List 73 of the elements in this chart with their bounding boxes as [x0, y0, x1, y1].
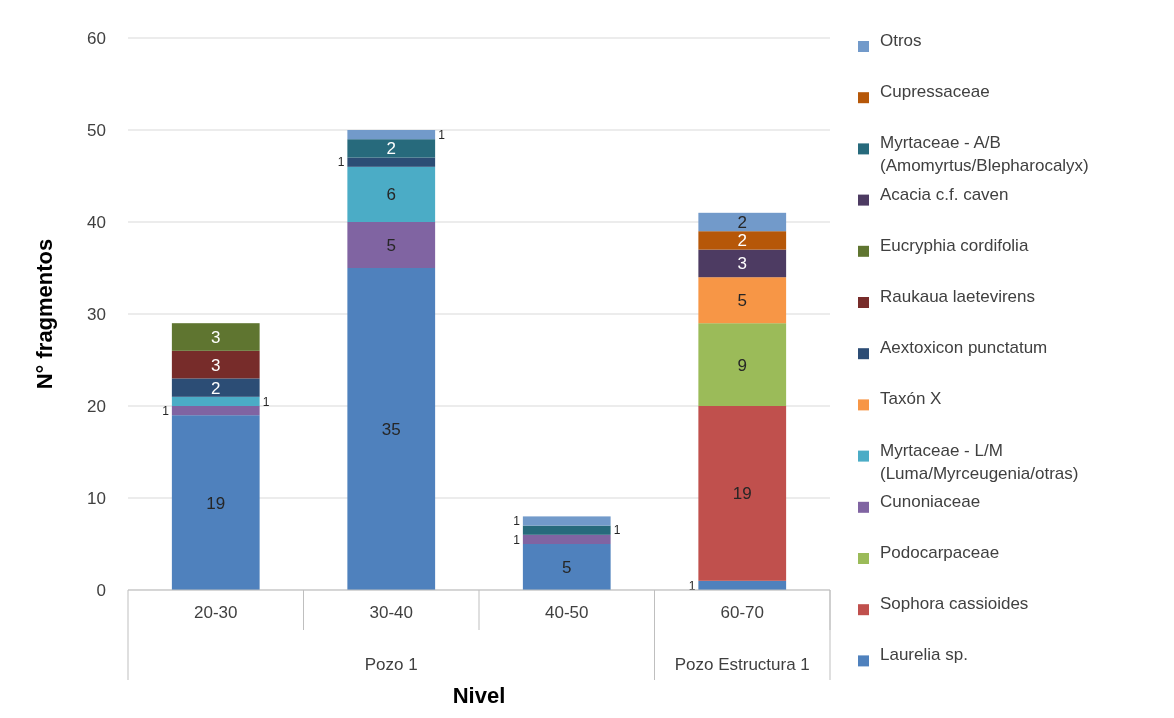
bar [171, 378, 260, 397]
legend-label: Raukaua laetevirens [880, 287, 1035, 306]
data-label: 35 [381, 419, 401, 439]
legend-label: Acacia c.f. caven [880, 184, 1009, 204]
data-label: 2 [386, 139, 396, 159]
data-label: 2 [737, 231, 747, 251]
bar [171, 415, 260, 590]
text: Pozo 1 [364, 655, 418, 674]
bar [347, 139, 436, 158]
data-label: 2 [211, 378, 221, 398]
data-label: 19 [732, 484, 752, 504]
data-label: 1 [438, 127, 446, 142]
bar [171, 323, 260, 351]
data-label: 5 [562, 557, 572, 577]
y-tick-label: 20 [87, 396, 106, 416]
legend-label: Otros [880, 31, 922, 50]
data-label: 1 [262, 394, 270, 409]
legend-label: Myrtaceae - A/B (Amomyrtus/Blepharocalyx) [880, 133, 1089, 176]
bar [347, 222, 436, 268]
legend-label: Cunoniaceae [880, 491, 981, 511]
bar [522, 525, 611, 535]
data-label: 5 [386, 235, 396, 255]
bar [522, 534, 611, 544]
data-label: 19 [206, 493, 226, 513]
bar [171, 350, 260, 379]
y-tick-label: 0 [96, 580, 106, 600]
text: Pozo Estructura 1 [674, 655, 810, 674]
legend-label: Cupressaceae [880, 82, 990, 102]
bar [522, 544, 611, 590]
bar [698, 231, 787, 250]
y-tick-label: 50 [87, 120, 106, 140]
data-label: 1 [337, 155, 345, 170]
x-tick-label: 60-70 [720, 603, 764, 622]
data-label: 1 [688, 578, 696, 593]
bar [347, 268, 436, 590]
legend-label: Laurelia sp. [880, 645, 968, 665]
bar [171, 396, 260, 406]
y-tick-label: 30 [87, 304, 106, 324]
bar [522, 516, 611, 526]
y-tick-label: 60 [87, 28, 106, 48]
legend-label: Eucryphia cordifolia [880, 235, 1029, 255]
x-tick-label: 20-30 [194, 603, 238, 622]
data-label: 3 [737, 254, 747, 274]
x-tick-label: 30-40 [369, 603, 413, 622]
legend-label: Sophora cassioides [880, 594, 1029, 614]
bar [171, 406, 260, 416]
y-axis-title: N° fragmentos [32, 238, 57, 390]
data-label: 3 [211, 327, 221, 347]
bar [698, 323, 787, 406]
legend-label: Podocarpaceae [880, 543, 1000, 562]
bar [347, 157, 436, 167]
data-label: 1 [162, 403, 170, 418]
data-label: 6 [386, 185, 396, 205]
data-label: 1 [513, 532, 521, 547]
bar [698, 249, 787, 278]
bar [698, 406, 787, 581]
legend-label: Taxón X [880, 389, 942, 409]
data-label: 3 [211, 355, 221, 375]
legend-label: Aextoxicon punctatum [880, 338, 1048, 358]
legend-label: Myrtaceae - L/M (Luma/Myrceugenia/otras) [880, 440, 1079, 483]
data-label: 9 [737, 355, 747, 375]
bar [698, 277, 787, 324]
bar [347, 166, 436, 222]
bar [347, 130, 436, 140]
x-axis-title: Nivel [452, 683, 506, 708]
x-tick-label: 40-50 [545, 603, 589, 622]
data-label: 1 [513, 514, 521, 529]
data-label: 2 [737, 212, 747, 232]
y-tick-label: 40 [87, 212, 106, 232]
bar [698, 212, 787, 232]
data-label: 1 [613, 523, 621, 538]
data-label: 5 [737, 291, 747, 311]
y-tick-label: 10 [87, 488, 106, 508]
